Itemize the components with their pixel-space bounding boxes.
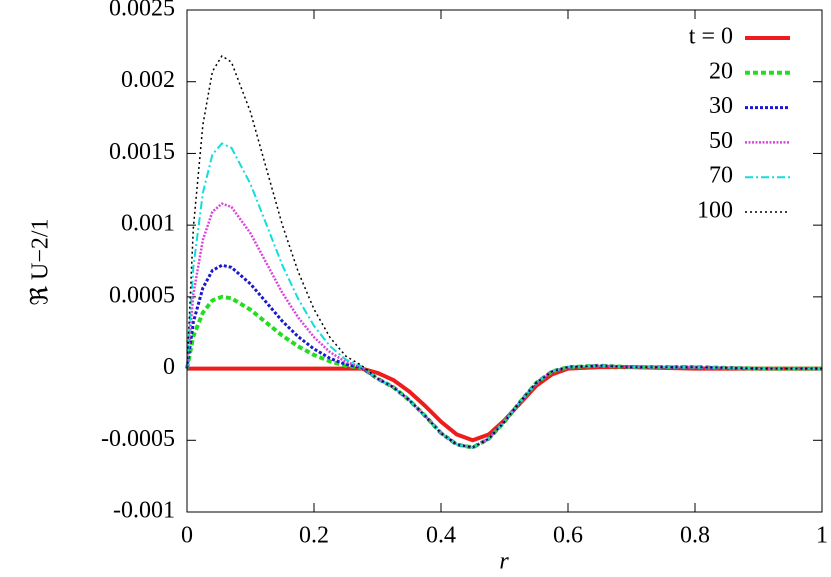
y-tick-label: 0 bbox=[163, 354, 175, 380]
y-tick-label: -0.0005 bbox=[101, 426, 175, 452]
legend-label: 100 bbox=[697, 198, 733, 224]
plot-frame bbox=[186, 9, 823, 513]
legend-label: 70 bbox=[709, 163, 733, 189]
legend-label: t = 0 bbox=[689, 24, 733, 50]
y-tick-label: 0.0005 bbox=[109, 282, 175, 308]
y-axis-label: ℜ U−2/1 bbox=[28, 218, 54, 305]
y-tick-label: -0.001 bbox=[113, 498, 175, 524]
legend-label: 30 bbox=[709, 93, 733, 119]
series-line bbox=[187, 365, 822, 443]
x-tick-label: 0 bbox=[181, 523, 193, 549]
y-tick-label: 0.0015 bbox=[109, 139, 175, 165]
x-tick-label: 0.4 bbox=[426, 523, 456, 549]
y-tick-label: 0.002 bbox=[121, 67, 175, 93]
series-line bbox=[185, 202, 822, 449]
series-line bbox=[186, 142, 822, 449]
x-tick-label: 0.8 bbox=[680, 523, 710, 549]
x-tick-label: 0.6 bbox=[553, 523, 583, 549]
x-axis-label: r bbox=[499, 549, 509, 575]
x-tick-label: 0.2 bbox=[299, 523, 329, 549]
y-tick-label: 0.0025 bbox=[109, 0, 175, 22]
x-tick-label: 1 bbox=[816, 523, 828, 549]
legend-label: 20 bbox=[709, 58, 733, 84]
legend-label: 50 bbox=[709, 128, 733, 154]
y-tick-label: 0.001 bbox=[121, 211, 175, 237]
